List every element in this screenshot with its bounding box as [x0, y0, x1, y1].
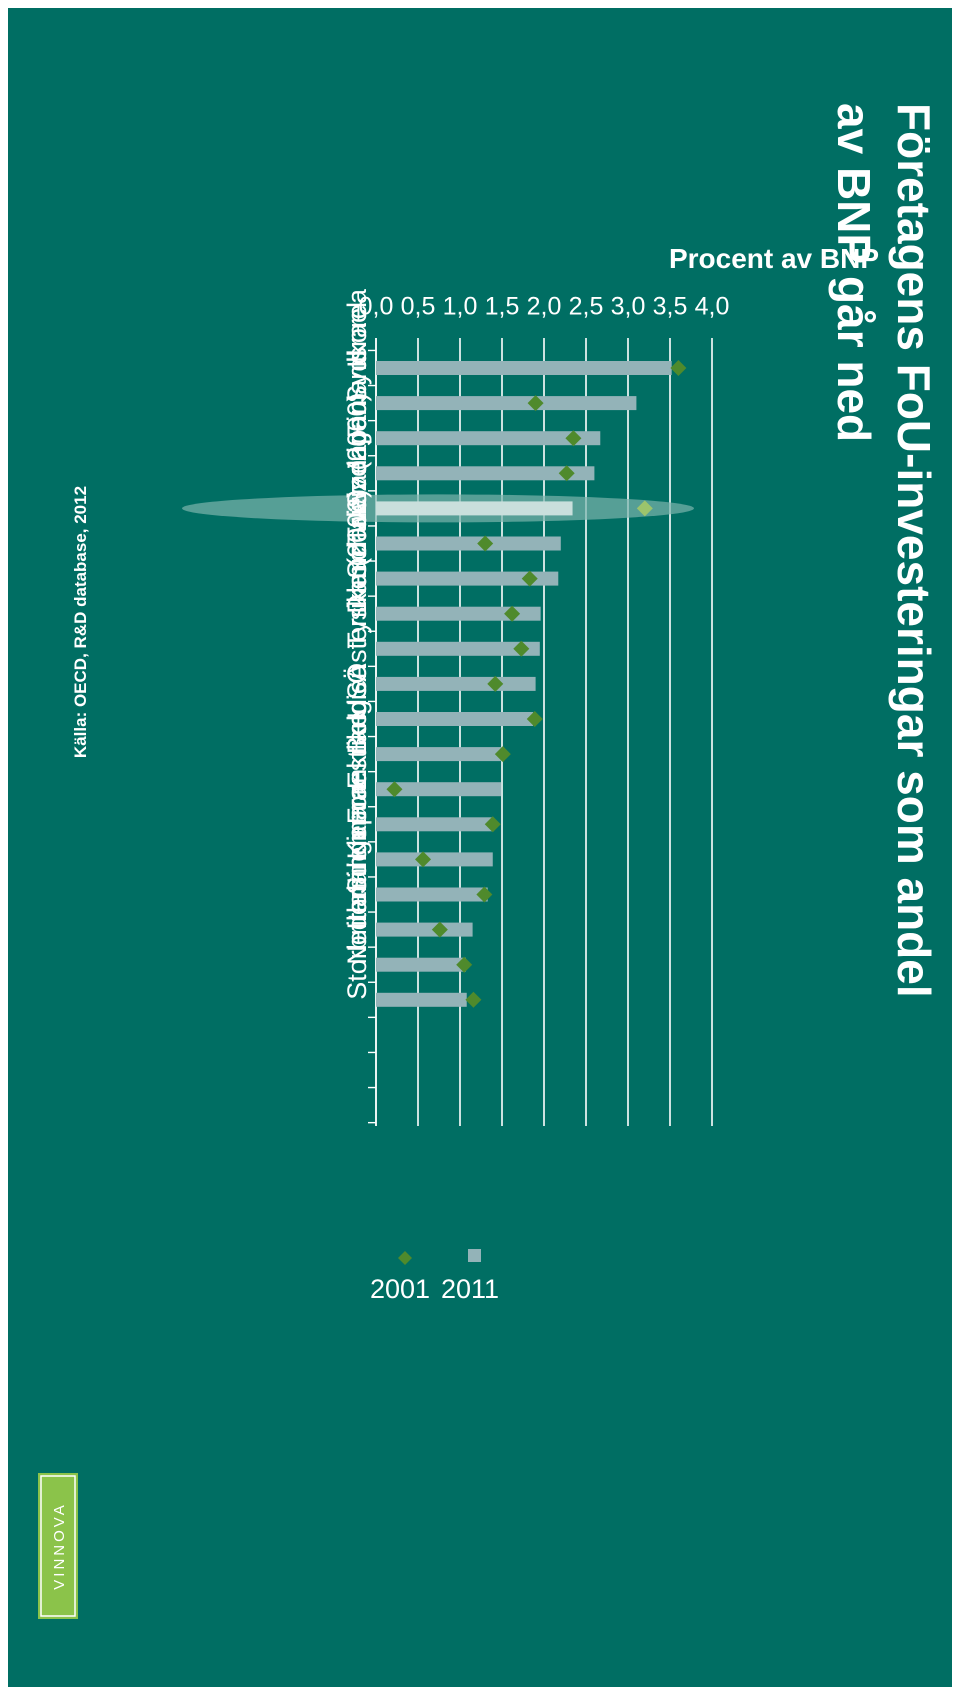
bar-2011-schweiz-2000- — [376, 571, 559, 586]
slide-title-line-1: Företagens FoU-investeringar som andel — [888, 103, 940, 998]
bar-2011-sverige — [376, 501, 573, 516]
category-label: Schweiz (2000) — [342, 393, 372, 579]
tick-label: 3,5 — [653, 293, 688, 321]
category-label: Taiwan — [342, 459, 372, 543]
axis-tick-labels: 0,0 0,5 1,0 1,5 2,0 2,5 3,0 3,5 4,0 — [359, 293, 730, 321]
bar-2011-kina — [376, 852, 493, 867]
marker-2001-österrike-2002- — [487, 675, 504, 692]
marker-2001-usa — [526, 711, 543, 727]
marker-2001-japan — [558, 465, 575, 482]
marker-2001-estland — [386, 781, 403, 798]
category-label: Belgien — [342, 664, 372, 754]
tick-label: 3,0 — [611, 293, 646, 321]
tick-label: 4,0 — [695, 293, 730, 321]
category-label: Nederländerna — [342, 785, 372, 965]
category-labels: IsraelSydkoreaFinlandJapanSverigeTaiwanS… — [342, 288, 372, 1000]
vinnova-logo: VINNOVA — [38, 1473, 78, 1619]
marker-2001-belgien — [494, 746, 511, 763]
tick-label: 1,5 — [485, 293, 520, 321]
marker-2001-nederländerna — [456, 956, 473, 973]
bar-2011-israel — [376, 361, 672, 375]
tick-label: 2,5 — [569, 293, 604, 321]
bar-2011-taiwan — [375, 536, 561, 551]
tick-label: 2,0 — [527, 293, 562, 321]
bar-2011-finland — [376, 431, 601, 446]
source-note: Källa: OECD, R&D database, 2012 — [71, 486, 90, 758]
marker-2001-frankrike — [484, 816, 501, 833]
bar-2011-sydkorea — [376, 396, 637, 411]
slide-background — [8, 8, 952, 1687]
category-label: Israel — [342, 302, 372, 368]
bar-2011-singapore — [376, 887, 488, 902]
marker-2001-taiwan — [477, 535, 494, 552]
legend: 2011 2001 — [370, 1249, 499, 1304]
legend-label-2001: 2001 — [370, 1274, 430, 1304]
bar-2011-tyskland — [375, 641, 540, 656]
category-label: Österrike (2002) — [342, 489, 372, 684]
category-label: Irland — [342, 862, 372, 930]
category-label: Japan — [342, 400, 372, 474]
bar-2011-irland — [376, 922, 473, 937]
logo-stripe — [40, 1475, 76, 1617]
tick-label: 0,5 — [401, 293, 436, 321]
legend-swatch-2011 — [468, 1249, 481, 1262]
legend-marker-2001 — [398, 1251, 412, 1265]
logo-text: VINNOVA — [51, 1502, 68, 1589]
slide-title-line-2: av BNP går ned — [828, 103, 880, 442]
bar-2011-danmark — [376, 606, 541, 621]
bar-2011-estland — [376, 782, 502, 797]
legend-label-2011: 2011 — [441, 1274, 499, 1304]
marker-2001-tyskland — [513, 640, 530, 657]
bar-2011-österrike-2002- — [376, 676, 536, 691]
axis-unit-label: Procent av BNP — [669, 243, 879, 274]
category-label: Frankrike — [342, 712, 372, 825]
category-label: Storbritannien — [342, 832, 372, 1000]
bar-2011-frankrike — [376, 817, 494, 832]
category-label: Sydkorea — [342, 288, 372, 403]
category-label: Singapore — [342, 771, 372, 894]
marker-2001-singapore — [476, 886, 493, 903]
category-label: Finland — [342, 350, 372, 439]
bar-2011-japan — [376, 466, 595, 481]
category-label: Estland — [342, 699, 372, 789]
tick-label: 0,0 — [359, 293, 394, 321]
bar-2011-nederländerna — [376, 957, 466, 972]
category-label: Sverige — [342, 417, 372, 509]
category-label: Danmark — [342, 504, 372, 614]
category-label: Kina — [342, 804, 372, 859]
category-label: Tyskland — [342, 542, 372, 649]
marker-2001-storbritannien — [465, 991, 482, 1008]
tick-label: 1,0 — [443, 293, 478, 321]
category-label: USA — [342, 663, 372, 719]
bar-2011-belgien — [376, 747, 502, 762]
rotated-slide-content: Företagens FoU-investeringar som andel a… — [38, 103, 940, 1619]
bar-2011-storbritannien — [376, 992, 467, 1007]
logo-box — [38, 1473, 78, 1619]
bar-2011-usa — [375, 712, 534, 726]
bars-2011 — [375, 361, 672, 1007]
